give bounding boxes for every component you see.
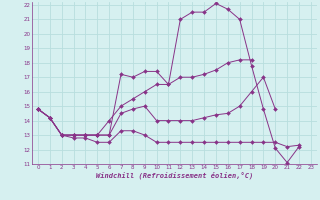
X-axis label: Windchill (Refroidissement éolien,°C): Windchill (Refroidissement éolien,°C) (96, 172, 253, 179)
